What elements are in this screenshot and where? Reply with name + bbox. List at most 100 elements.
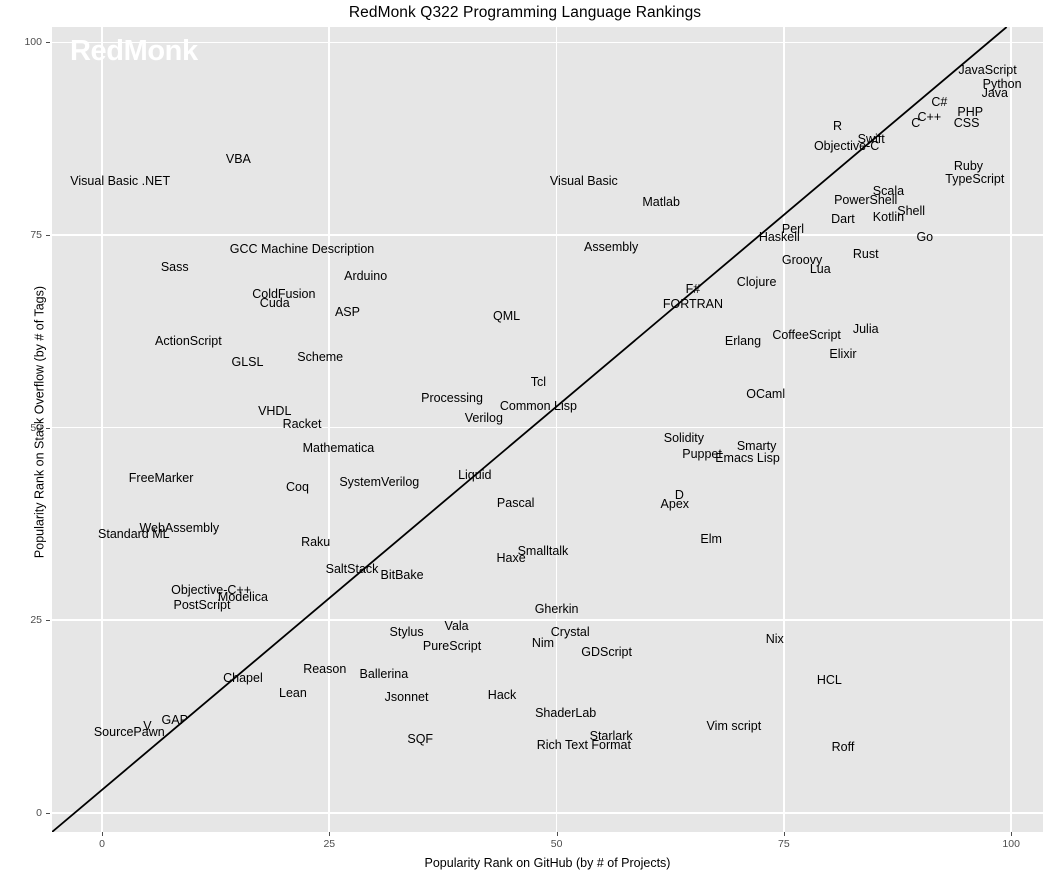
language-label: Erlang	[724, 333, 762, 348]
language-label: PowerShell	[834, 192, 898, 207]
language-label: Tcl	[530, 374, 547, 389]
language-label: Standard ML	[98, 526, 170, 541]
x-tick-label: 50	[550, 838, 563, 850]
language-label: Groovy	[781, 252, 823, 267]
language-label: Dart	[831, 211, 855, 226]
y-tick-mark	[46, 234, 50, 236]
gridline-y-0	[52, 811, 1043, 814]
language-label: Sass	[160, 259, 189, 274]
gridline-y-25	[52, 619, 1043, 621]
language-label: Arduino	[344, 268, 388, 283]
language-label: Jsonnet	[384, 689, 429, 704]
plot-panel: RedMonk JavaScript Python Java C# PHP C++ CSS C…	[52, 27, 1043, 832]
language-label: GAP	[161, 713, 188, 728]
x-tick-mark	[783, 832, 785, 836]
y-axis-title: Popularity Rank on Stack Overflow (by # …	[32, 285, 47, 559]
language-label: Common Lisp	[499, 398, 577, 413]
language-label: Vala	[444, 618, 469, 633]
language-label: Swift	[857, 131, 885, 146]
language-label: Solidity	[663, 431, 705, 446]
language-label: C#	[931, 95, 948, 110]
language-label: Crystal	[550, 624, 590, 639]
language-label: Scheme	[297, 349, 344, 364]
language-label: Processing	[421, 390, 483, 405]
language-label: Raku	[301, 534, 331, 549]
language-label: Vim script	[706, 718, 762, 733]
language-label: FORTRAN	[662, 297, 724, 312]
language-label: Reason	[303, 662, 347, 677]
language-label: SourcePawn	[93, 724, 165, 739]
language-label: ASP	[334, 304, 360, 319]
language-label: Gherkin	[534, 601, 579, 616]
language-label: Emacs Lisp	[715, 451, 780, 466]
gridline-x-25	[328, 27, 331, 832]
language-label: Verilog	[464, 410, 503, 425]
language-label: Smalltalk	[517, 543, 569, 558]
language-label: Elixir	[829, 347, 857, 362]
language-label: Kotlin	[872, 209, 905, 224]
chart-title: RedMonk Q322 Programming Language Rankin…	[348, 4, 702, 21]
gridline-y-100	[52, 41, 1043, 44]
language-label: Stylus	[389, 624, 424, 639]
language-label: Python	[982, 76, 1022, 91]
language-label: QML	[493, 308, 521, 323]
x-tick-mark	[329, 832, 331, 836]
language-label: Puppet	[682, 446, 722, 461]
language-label: ColdFusion	[252, 287, 316, 302]
language-label: PHP	[957, 104, 984, 119]
language-label: Visual Basic .NET	[70, 173, 171, 188]
language-label: Lean	[279, 685, 307, 700]
language-label: Objective-C	[813, 138, 880, 153]
language-label: Assembly	[584, 239, 639, 254]
gridline-y-75	[52, 234, 1043, 236]
language-label: Nix	[765, 631, 784, 646]
x-tick-label: 75	[778, 838, 790, 850]
language-label: Clojure	[736, 274, 777, 289]
language-label: D	[674, 487, 684, 502]
language-label: GDScript	[581, 644, 632, 659]
language-label: Matlab	[642, 194, 680, 209]
language-label: VBA	[225, 151, 251, 166]
language-label: Shell	[897, 203, 926, 218]
language-label: R	[833, 118, 843, 133]
language-label: Ballerina	[359, 666, 409, 681]
language-label: WebAssembly	[139, 520, 220, 535]
language-label: Starlark	[589, 729, 633, 744]
x-axis-title: Popularity Rank on GitHub (by # of Proje…	[424, 856, 671, 870]
language-label: CoffeeScript	[772, 327, 841, 342]
y-tick-label: 50	[30, 421, 42, 434]
language-label: Elm	[700, 531, 722, 546]
language-label: Haskell	[758, 229, 800, 244]
language-label: Java	[981, 85, 1009, 100]
language-label: Visual Basic	[549, 173, 618, 188]
y-tick-mark	[46, 812, 50, 814]
language-label: Modelica	[217, 589, 268, 604]
language-label: Objective-C++	[171, 582, 252, 597]
x-tick-label: 25	[323, 838, 336, 850]
language-label: Racket	[282, 416, 322, 431]
language-label: Perl	[781, 221, 805, 236]
language-label: GLSL	[231, 354, 264, 369]
x-tick-mark	[1011, 832, 1013, 836]
language-label: Pascal	[496, 495, 535, 510]
language-label: PostScript	[173, 597, 231, 612]
y-tick-label: 25	[30, 614, 42, 627]
language-label: Hack	[487, 687, 517, 702]
language-label: Smarty	[736, 438, 777, 453]
language-label: ShaderLab	[535, 705, 597, 720]
language-label: Go	[916, 229, 934, 244]
language-label: Liquid	[458, 467, 492, 482]
redmonk-watermark: RedMonk	[70, 35, 198, 67]
language-label: Haxe	[496, 550, 526, 565]
gridline-x-0	[101, 27, 103, 832]
language-label: Mathematica	[302, 441, 375, 456]
y-tick-label: 100	[24, 36, 42, 49]
language-label: C	[911, 116, 921, 131]
language-label: TypeScript	[945, 171, 1005, 186]
language-label: CSS	[953, 116, 980, 131]
gridline-x-75	[783, 27, 785, 832]
language-label: Coq	[286, 479, 309, 494]
y-tick-label: 0	[36, 806, 42, 819]
gridline-y-50	[52, 426, 1043, 429]
x-tick-label: 100	[1002, 838, 1020, 850]
